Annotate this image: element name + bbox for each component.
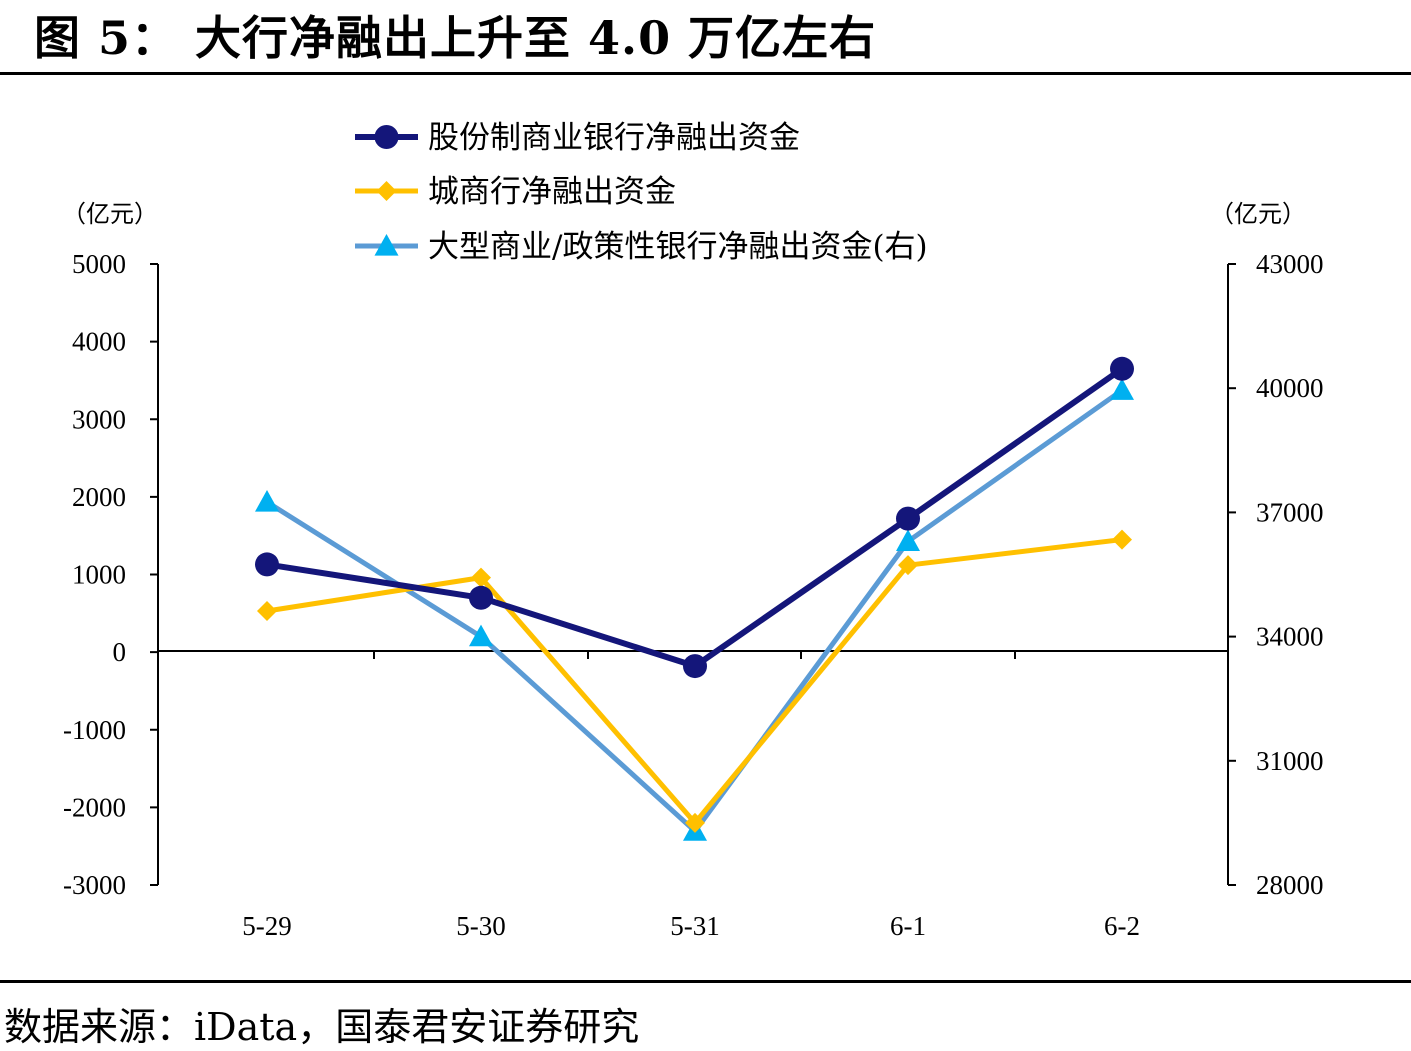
left-axis-tick-label: 0: [113, 637, 127, 667]
series-line-1: [266, 366, 1124, 670]
right-axis-tick-label: 28000: [1256, 870, 1324, 900]
x-axis-tick-label: 5-31: [670, 911, 720, 941]
legend-swatch-marker: [376, 181, 397, 201]
legend-label: 大型商业/政策性银行净融出资金(右): [428, 229, 928, 265]
series-1-point: [1110, 356, 1134, 381]
top-rule: [0, 72, 1411, 75]
left-axis-tick-label: -1000: [63, 715, 126, 745]
series-3-point: [255, 490, 279, 512]
left-axis-tick-label: 3000: [72, 404, 126, 434]
right-axis-tick-label: 31000: [1256, 746, 1324, 776]
source-note: 数据来源：iData，国泰君安证券研究: [4, 1005, 640, 1049]
series-3-point: [896, 529, 920, 551]
series-1-point: [896, 506, 920, 531]
right-axis-tick-label: 40000: [1256, 373, 1324, 403]
legend-swatch-marker: [374, 234, 399, 256]
left-axis-tick-label: 1000: [72, 560, 126, 590]
left-axis-tick-label: -3000: [63, 870, 126, 900]
x-axis-tick-label: 6-1: [890, 911, 926, 941]
legend-label: 城商行净融出资金: [428, 174, 676, 210]
series-1-point: [469, 585, 493, 610]
series-1-point: [683, 654, 707, 679]
left-axis-tick-label: -2000: [63, 792, 126, 822]
left-axis-tick-label: 2000: [72, 482, 126, 512]
legend-swatch-marker: [374, 125, 399, 149]
x-axis-tick-label: 6-2: [1104, 911, 1140, 941]
series-1-point: [255, 552, 279, 577]
left-axis-tick-label: 5000: [72, 249, 126, 279]
series-3-point: [1110, 378, 1134, 400]
series-2-point: [1112, 529, 1132, 550]
series-2-point: [898, 555, 918, 576]
right-axis-tick-label: 37000: [1256, 497, 1324, 527]
x-axis-tick-label: 5-29: [242, 911, 292, 941]
legend-label: 股份制商业银行净融出资金: [428, 120, 800, 156]
series-3-point: [469, 624, 493, 647]
right-axis-tick-label: 34000: [1256, 622, 1324, 652]
series-2-point: [685, 812, 705, 833]
series-2-point: [471, 567, 491, 588]
left-axis-unit: （亿元）: [62, 200, 158, 228]
left-axis-tick-label: 4000: [72, 327, 126, 357]
right-axis-tick-label: 43000: [1256, 249, 1324, 279]
series-2-point: [257, 600, 277, 621]
right-axis-unit: （亿元）: [1210, 200, 1306, 228]
bottom-rule: [0, 980, 1411, 983]
x-axis-tick-label: 5-30: [456, 911, 506, 941]
figure-title: 图 5： 大行净融出上升至 4.0 万亿左右: [34, 11, 877, 65]
